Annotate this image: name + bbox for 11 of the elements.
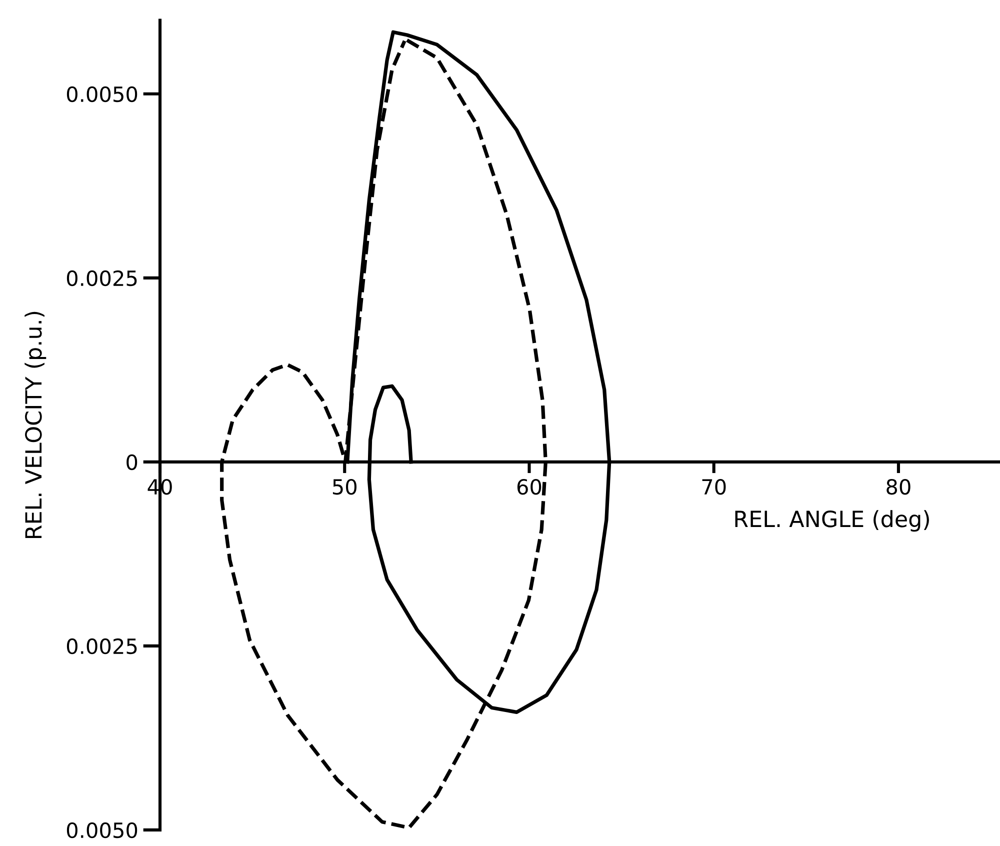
x-axis-title: REL. ANGLE (deg) [735,510,929,532]
y-tick-label: 0.0050 [66,86,138,102]
y-tick-label: 0.0050 [66,822,138,838]
x-tick-label: 80 [886,478,910,495]
y-axis-title: REL. VELOCITY (p.u.) [24,312,46,538]
x-tick-label: 50 [332,478,356,495]
y-tick-label: 0 [126,454,138,470]
y-tick-label: 0.0025 [66,270,137,286]
y-tick-label: 0.0025 [66,638,137,654]
x-tick-label: 70 [702,478,726,495]
x-tick-label: 60 [517,478,542,495]
